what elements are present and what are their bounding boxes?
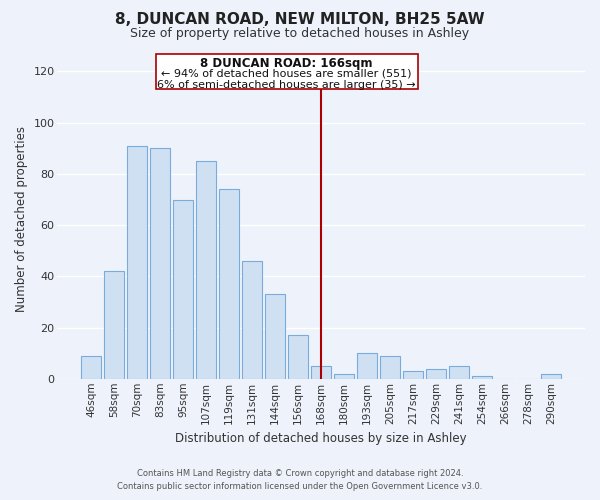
Y-axis label: Number of detached properties: Number of detached properties [15, 126, 28, 312]
Bar [472, 376, 492, 379]
Bar [311, 366, 331, 379]
Bar [449, 366, 469, 379]
X-axis label: Distribution of detached houses by size in Ashley: Distribution of detached houses by size … [175, 432, 467, 445]
Bar [358, 353, 377, 379]
Text: Size of property relative to detached houses in Ashley: Size of property relative to detached ho… [130, 28, 470, 40]
Bar [173, 200, 193, 379]
Text: 8 DUNCAN ROAD: 166sqm: 8 DUNCAN ROAD: 166sqm [200, 58, 373, 70]
FancyBboxPatch shape [155, 54, 418, 90]
Bar [265, 294, 285, 379]
Bar [427, 368, 446, 379]
Bar [242, 261, 262, 379]
Text: 6% of semi-detached houses are larger (35) →: 6% of semi-detached houses are larger (3… [157, 80, 416, 90]
Bar [127, 146, 147, 379]
Bar [104, 271, 124, 379]
Bar [220, 190, 239, 379]
Bar [151, 148, 170, 379]
Bar [380, 356, 400, 379]
Text: 8, DUNCAN ROAD, NEW MILTON, BH25 5AW: 8, DUNCAN ROAD, NEW MILTON, BH25 5AW [115, 12, 485, 28]
Bar [196, 161, 216, 379]
Bar [289, 335, 308, 379]
Text: ← 94% of detached houses are smaller (551): ← 94% of detached houses are smaller (55… [161, 69, 412, 79]
Text: Contains HM Land Registry data © Crown copyright and database right 2024.
Contai: Contains HM Land Registry data © Crown c… [118, 469, 482, 491]
Bar [82, 356, 101, 379]
Bar [334, 374, 354, 379]
Bar [403, 371, 423, 379]
Bar [541, 374, 561, 379]
